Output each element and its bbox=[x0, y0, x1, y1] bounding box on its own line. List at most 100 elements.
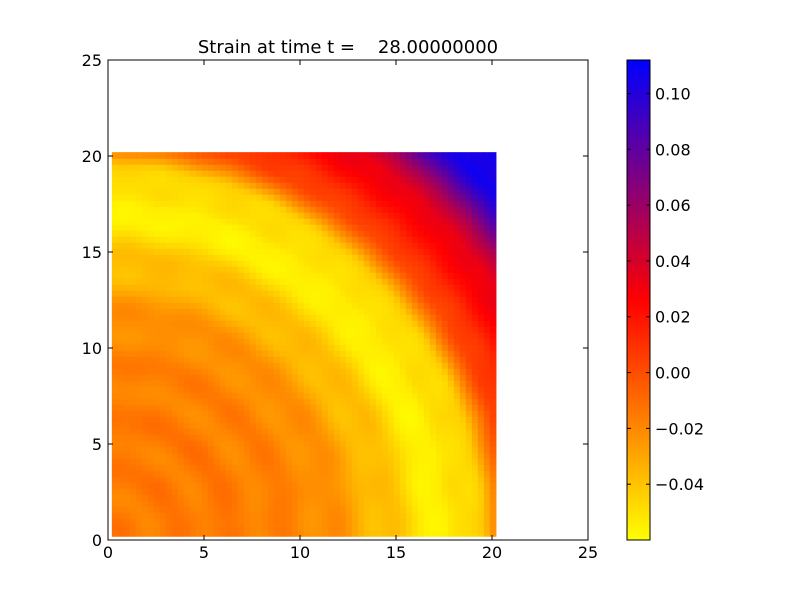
heatmap-cell bbox=[273, 248, 281, 255]
heatmap-cell bbox=[351, 182, 359, 189]
heatmap-cell bbox=[141, 224, 149, 231]
heatmap-cell bbox=[111, 266, 119, 273]
heatmap-cell bbox=[381, 410, 389, 417]
heatmap-cell bbox=[357, 308, 365, 315]
heatmap-cell bbox=[465, 206, 473, 213]
heatmap-cell bbox=[261, 428, 269, 435]
heatmap-cell bbox=[213, 416, 221, 423]
heatmap-cell bbox=[213, 494, 221, 501]
heatmap-cell bbox=[357, 386, 365, 393]
heatmap-cell bbox=[441, 416, 449, 423]
heatmap-cell bbox=[387, 434, 395, 441]
heatmap-cell bbox=[141, 356, 149, 363]
heatmap-cell bbox=[465, 260, 473, 267]
heatmap-cell bbox=[321, 290, 329, 297]
colorbar: 0.100.080.060.040.020.00−0.02−0.04 bbox=[626, 59, 704, 541]
heatmap-cell bbox=[177, 302, 185, 309]
heatmap-cell bbox=[471, 476, 479, 483]
heatmap-cell bbox=[381, 194, 389, 201]
heatmap-cell bbox=[237, 494, 245, 501]
heatmap-cell bbox=[273, 368, 281, 375]
heatmap-cell bbox=[291, 452, 299, 459]
heatmap-cell bbox=[171, 452, 179, 459]
heatmap-cell bbox=[291, 446, 299, 453]
heatmap-cell bbox=[165, 182, 173, 189]
heatmap-cell bbox=[135, 170, 143, 177]
heatmap-cell bbox=[303, 362, 311, 369]
heatmap-cell bbox=[189, 272, 197, 279]
heatmap-cell bbox=[297, 524, 305, 531]
heatmap-cell bbox=[177, 428, 185, 435]
heatmap-cell bbox=[465, 422, 473, 429]
heatmap-cell bbox=[453, 470, 461, 477]
heatmap-cell bbox=[387, 284, 395, 291]
heatmap-cell bbox=[141, 248, 149, 255]
heatmap-cell bbox=[417, 506, 425, 513]
heatmap-cell bbox=[435, 440, 443, 447]
heatmap-cell bbox=[159, 500, 167, 507]
heatmap-cell bbox=[441, 296, 449, 303]
heatmap-cell bbox=[465, 332, 473, 339]
heatmap-cell bbox=[351, 152, 359, 159]
heatmap-cell bbox=[483, 362, 491, 369]
heatmap-cell bbox=[183, 200, 191, 207]
heatmap-cell bbox=[309, 200, 317, 207]
heatmap-cell bbox=[267, 176, 275, 183]
heatmap-cell bbox=[315, 236, 323, 243]
heatmap-cell bbox=[417, 434, 425, 441]
heatmap-cell bbox=[237, 158, 245, 165]
heatmap-cell bbox=[219, 416, 227, 423]
heatmap-cell bbox=[321, 212, 329, 219]
heatmap-cell bbox=[123, 314, 131, 321]
heatmap-cell bbox=[249, 506, 257, 513]
heatmap-cell bbox=[375, 164, 383, 171]
heatmap-cell bbox=[489, 338, 497, 345]
heatmap-cell bbox=[321, 380, 329, 387]
heatmap-cell bbox=[165, 386, 173, 393]
heatmap-cell bbox=[207, 428, 215, 435]
heatmap-cell bbox=[375, 194, 383, 201]
heatmap-cell bbox=[303, 308, 311, 315]
heatmap-cell bbox=[231, 344, 239, 351]
heatmap-cell bbox=[459, 272, 467, 279]
heatmap-cell bbox=[231, 500, 239, 507]
heatmap-cell bbox=[201, 188, 209, 195]
heatmap-cell bbox=[393, 356, 401, 363]
heatmap-cell bbox=[357, 296, 365, 303]
heatmap-cell bbox=[369, 200, 377, 207]
heatmap-cell bbox=[291, 224, 299, 231]
heatmap-cell bbox=[135, 482, 143, 489]
heatmap-cell bbox=[435, 176, 443, 183]
heatmap-cell bbox=[441, 476, 449, 483]
heatmap-cell bbox=[267, 428, 275, 435]
heatmap-cell bbox=[147, 194, 155, 201]
heatmap-cell bbox=[375, 392, 383, 399]
heatmap-cell bbox=[207, 242, 215, 249]
heatmap-cell bbox=[159, 440, 167, 447]
heatmap-cell bbox=[207, 494, 215, 501]
heatmap-cell bbox=[387, 386, 395, 393]
heatmap-cell bbox=[477, 410, 485, 417]
heatmap-cell bbox=[285, 236, 293, 243]
heatmap-cell bbox=[453, 344, 461, 351]
heatmap-cell bbox=[231, 380, 239, 387]
heatmap-cell bbox=[489, 500, 497, 507]
heatmap-cell bbox=[381, 482, 389, 489]
heatmap-cell bbox=[423, 260, 431, 267]
heatmap-cell bbox=[483, 224, 491, 231]
heatmap-cell bbox=[417, 260, 425, 267]
heatmap-cell bbox=[171, 260, 179, 267]
heatmap-cell bbox=[183, 506, 191, 513]
heatmap-cell bbox=[171, 518, 179, 525]
heatmap-cell bbox=[291, 362, 299, 369]
heatmap-cell bbox=[159, 476, 167, 483]
heatmap-cell bbox=[147, 476, 155, 483]
heatmap-cell bbox=[285, 272, 293, 279]
heatmap-cell bbox=[417, 212, 425, 219]
heatmap-cell bbox=[363, 512, 371, 519]
heatmap-cell bbox=[459, 380, 467, 387]
heatmap-cell bbox=[489, 464, 497, 471]
heatmap-cell bbox=[213, 356, 221, 363]
heatmap-cell bbox=[195, 392, 203, 399]
heatmap-cell bbox=[363, 206, 371, 213]
